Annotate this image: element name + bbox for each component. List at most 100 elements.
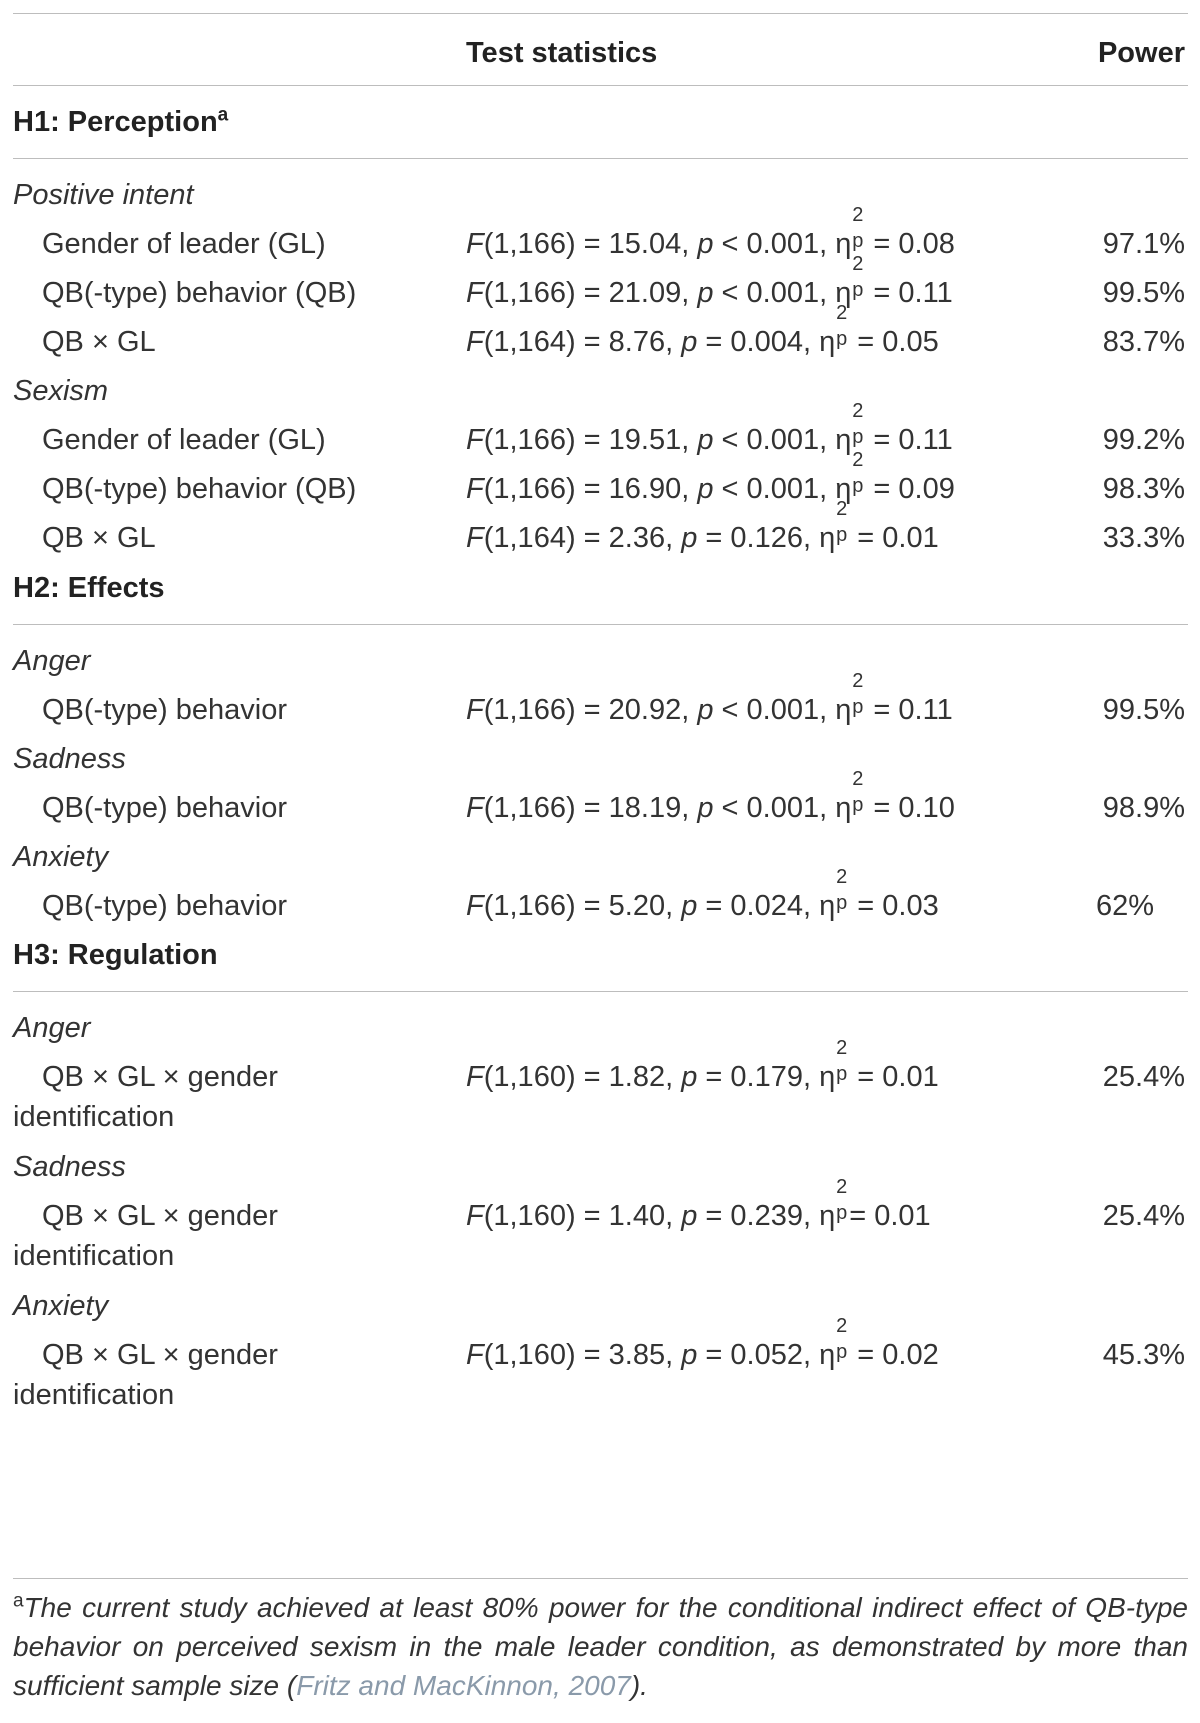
f-symbol: F	[466, 1200, 484, 1232]
p-symbol: p	[697, 694, 714, 726]
f-symbol: F	[466, 694, 484, 726]
power-value: 25.4%	[1102, 1061, 1185, 1093]
row-label-continuation: identification	[13, 1101, 175, 1133]
p-symbol: p	[681, 326, 698, 358]
test-statistic: F(1,160) = 1.40, p = 0.239, η 2 p = 0.01	[466, 1176, 931, 1243]
group-name: Sadness	[13, 1151, 126, 1183]
table-row: QB(-type) behavior (QB) F(1,166) = 16.90,…	[0, 450, 1200, 516]
eta-superscript: 2	[852, 204, 864, 226]
table-bottom-rule	[13, 1578, 1188, 1579]
table-row: Gender of leader (GL) F(1,166) = 19.51, p…	[0, 400, 1200, 467]
table-rule	[13, 624, 1188, 625]
eta-subscript: p	[836, 1341, 848, 1363]
eta-superscript: 2	[852, 768, 864, 790]
power-value: 97.1%	[1102, 228, 1185, 260]
eta-subscript: p	[852, 696, 864, 718]
eta-superscript: 2	[836, 1037, 848, 1059]
table-top-rule	[13, 13, 1188, 14]
f-symbol: F	[466, 424, 484, 456]
footnote-end: ).	[630, 1670, 648, 1701]
power-value: 33.3%	[1102, 522, 1185, 554]
eta-subscript: p	[836, 1202, 848, 1224]
group-name-row: Sexism	[0, 364, 1200, 418]
p-symbol: p	[681, 890, 698, 922]
table-row: QB(-type) behavior F(1,166) = 20.92, p < …	[0, 670, 1200, 737]
row-label: QB(-type) behavior	[42, 792, 287, 824]
p-symbol: p	[697, 792, 714, 824]
f-symbol: F	[466, 473, 484, 505]
group-name-row: Sadness	[0, 1140, 1200, 1194]
table-row: QB(-type) behavior (QB) F(1,166) = 21.09,…	[0, 254, 1200, 320]
table-rule	[13, 158, 1188, 159]
section-title: H3: Regulation	[13, 939, 218, 971]
row-label: QB × GL	[42, 522, 156, 554]
row-label: QB × GL × gender	[42, 1061, 278, 1093]
eta-subscript: p	[852, 426, 864, 448]
p-symbol: p	[697, 473, 714, 505]
power-value: 99.5%	[1102, 277, 1185, 309]
p-symbol: p	[681, 1200, 698, 1232]
f-symbol: F	[466, 792, 484, 824]
eta-superscript: 2	[836, 866, 848, 888]
section-title-row: H2: Effects	[0, 561, 1200, 615]
group-name-row: Positive intent	[0, 168, 1200, 222]
group-name: Positive intent	[13, 179, 194, 211]
section-title: H1: Perceptiona	[13, 104, 229, 138]
group-name-row: Anger	[0, 634, 1200, 688]
p-symbol: p	[697, 277, 714, 309]
eta-superscript: 2	[852, 670, 864, 692]
table-row: QB × GL × gender F(1,160) = 3.85, p = 0.0…	[0, 1315, 1200, 1382]
table-row: QB × GL × gender F(1,160) = 1.40, p = 0.2…	[0, 1176, 1200, 1243]
section-title-row: H3: Regulation	[0, 928, 1200, 982]
p-symbol: p	[681, 522, 698, 554]
table-rule	[13, 991, 1188, 992]
eta-subscript: p	[836, 524, 848, 546]
row-label: QB(-type) behavior (QB)	[42, 277, 357, 309]
power-value: 98.3%	[1102, 473, 1185, 505]
group-name: Anxiety	[13, 841, 109, 873]
table-row: QB × GL × gender F(1,160) = 1.82, p = 0.1…	[0, 1037, 1200, 1104]
group-name: Anger	[13, 645, 91, 677]
section-title-row: H1: Perceptiona	[0, 95, 1200, 149]
table-rule	[13, 85, 1188, 86]
f-symbol: F	[466, 277, 484, 309]
table-row: QB(-type) behavior F(1,166) = 5.20, p = 0…	[0, 866, 1200, 933]
power-value: 99.5%	[1102, 694, 1185, 726]
row-label: QB(-type) behavior	[42, 694, 287, 726]
footnote-text: The current study achieved at least 80% …	[13, 1592, 1188, 1701]
row-label: QB × GL	[42, 326, 156, 358]
f-symbol: F	[466, 890, 484, 922]
row-label-continuation: identification	[13, 1379, 175, 1411]
header-power: Power	[1097, 37, 1185, 69]
row-label: QB × GL × gender	[42, 1339, 278, 1371]
eta-superscript: 2	[852, 400, 864, 422]
p-symbol: p	[697, 228, 714, 260]
power-value: 25.4%	[1102, 1200, 1185, 1232]
f-symbol: F	[466, 522, 484, 554]
group-name: Sadness	[13, 743, 126, 775]
group-name-row: Anxiety	[0, 1279, 1200, 1333]
eta-subscript: p	[836, 1063, 848, 1085]
footnote-citation-link[interactable]: Fritz and MacKinnon, 2007	[296, 1670, 631, 1701]
table-header-row: Test statistics Power	[0, 26, 1200, 80]
group-name-row: Anger	[0, 1001, 1200, 1055]
